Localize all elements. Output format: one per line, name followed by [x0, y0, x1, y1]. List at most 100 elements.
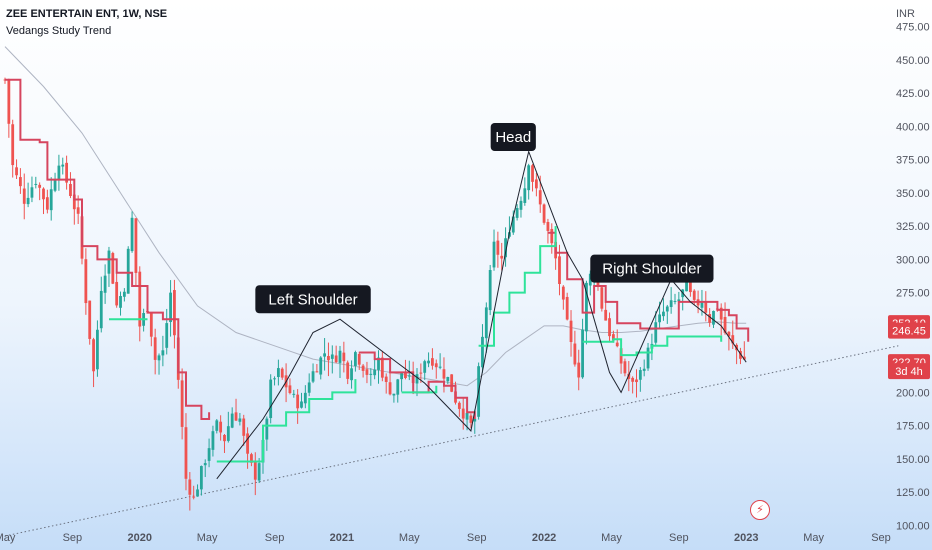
candle	[61, 157, 65, 175]
candle-body	[223, 434, 226, 442]
candle	[92, 337, 95, 388]
chart-title[interactable]: ZEE ENTERTAIN ENT, 1W, NSE	[6, 8, 168, 20]
candle-body	[573, 343, 577, 365]
candle	[523, 177, 527, 206]
candle	[673, 293, 677, 305]
candle	[188, 472, 192, 511]
candle-body	[134, 218, 138, 273]
candle	[588, 270, 592, 296]
candle-body	[531, 165, 534, 182]
candle-body	[315, 371, 319, 373]
candle	[161, 335, 165, 367]
candle-body	[450, 374, 454, 392]
candle	[184, 413, 188, 491]
candle	[662, 298, 665, 321]
candle	[107, 246, 111, 287]
candle-body	[665, 306, 669, 312]
candle-body	[438, 366, 442, 368]
pattern-label-box	[490, 123, 536, 151]
candle	[519, 196, 523, 218]
candle	[642, 359, 646, 377]
chart-subtitle[interactable]: Vedangs Study Trend	[6, 25, 112, 37]
candle-body	[119, 296, 122, 308]
candle	[65, 155, 69, 190]
candle	[515, 204, 519, 221]
candle	[469, 413, 473, 429]
candle-body	[196, 489, 199, 497]
x-axis[interactable]: May Sep 2020 May Sep 2021 May Sep 2022 May Sep 2023…	[0, 532, 891, 544]
candle-body	[604, 309, 608, 321]
candle-body	[727, 331, 731, 337]
price-label: 3d 4h	[888, 363, 930, 380]
alert-bolt-icon[interactable]: ⚡	[750, 500, 770, 520]
candle-body	[515, 208, 519, 218]
candle-body	[115, 281, 119, 306]
candle-body	[654, 322, 658, 343]
y-tick-label: 200.00	[896, 387, 930, 399]
x-tick-label: Sep	[467, 532, 487, 544]
candle-body	[473, 418, 477, 422]
candle-body	[211, 431, 215, 450]
candle	[215, 419, 219, 434]
price-label-text: 3d 4h	[895, 366, 923, 378]
candle-body	[419, 372, 423, 374]
candle-body	[565, 296, 569, 320]
moving-average-layer	[4, 46, 747, 387]
pattern-label: Head	[490, 123, 536, 151]
price-label-text: 246.45	[892, 326, 926, 338]
candle	[280, 367, 284, 380]
candle	[369, 368, 373, 386]
candle	[373, 357, 377, 380]
candle	[407, 360, 411, 381]
pattern-label: Left Shoulder	[255, 285, 371, 314]
candle-body	[157, 355, 161, 361]
candle-body	[76, 207, 80, 214]
price-label: 246.45	[888, 322, 930, 339]
candle	[488, 264, 492, 316]
candle	[354, 350, 357, 372]
candle-body	[61, 164, 65, 167]
candle-body	[558, 256, 561, 285]
candle	[669, 287, 673, 314]
candle-body	[546, 221, 550, 231]
candle	[300, 392, 303, 409]
candle-body	[577, 362, 581, 378]
candle-body	[588, 273, 592, 286]
candle-body	[742, 356, 746, 360]
candle	[34, 176, 38, 189]
candle-body	[88, 300, 92, 339]
candle-body	[431, 358, 434, 366]
candle-body	[496, 240, 500, 255]
candle-body	[723, 316, 727, 333]
candle-body	[388, 382, 392, 395]
candle-body	[173, 290, 176, 336]
candle	[99, 276, 103, 333]
candle	[492, 229, 496, 271]
pattern-label-text: Right Shoulder	[602, 261, 701, 278]
candle-body	[400, 373, 404, 380]
candle	[207, 438, 211, 468]
candle-body	[739, 350, 742, 359]
candle	[346, 360, 350, 385]
candle-body	[111, 253, 115, 284]
candle	[173, 279, 176, 349]
candle	[665, 304, 669, 324]
y-tick-label: 400.00	[896, 121, 930, 133]
candle	[581, 318, 584, 379]
candle-body	[311, 371, 315, 382]
candle-body	[623, 361, 627, 374]
candle	[265, 416, 269, 451]
candle	[57, 154, 61, 191]
candle-body	[53, 179, 57, 191]
candle	[380, 350, 384, 382]
candle	[573, 330, 577, 367]
candle-body	[288, 385, 292, 394]
candle-body	[280, 368, 284, 378]
x-tick-label: 2021	[330, 532, 354, 544]
candle-body	[30, 187, 34, 198]
candle	[361, 363, 365, 378]
x-tick-label: May	[601, 532, 622, 544]
candle	[26, 182, 30, 208]
